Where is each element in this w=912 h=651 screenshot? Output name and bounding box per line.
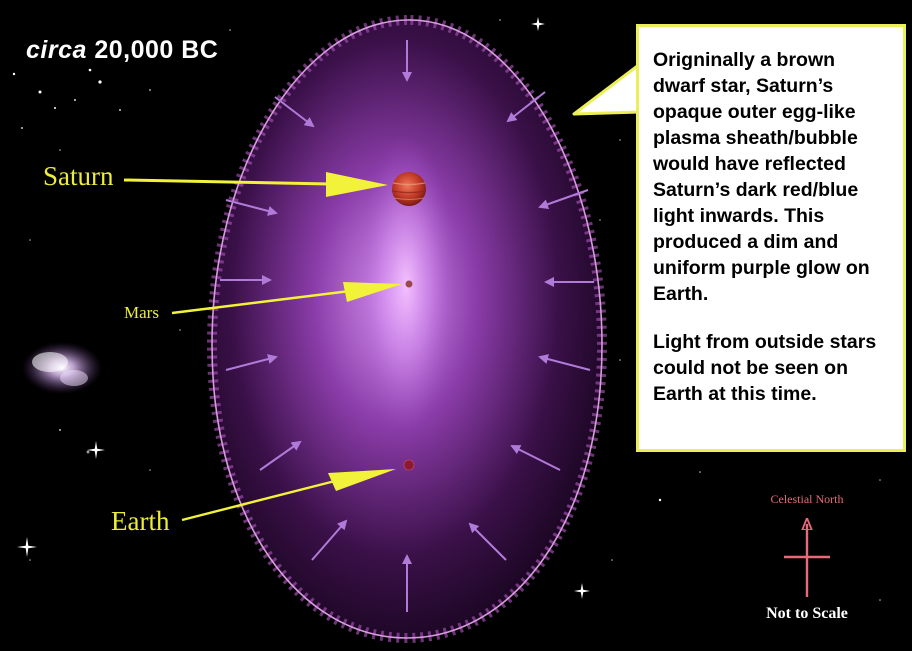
mars-pointer xyxy=(171,282,402,315)
not-to-scale-note: Not to Scale xyxy=(766,605,848,622)
inward-arrow xyxy=(225,354,278,371)
celestial-north-label: Celestial North xyxy=(770,492,844,506)
celestial-north-compass xyxy=(784,524,830,597)
earth-pointer xyxy=(181,469,396,522)
sparkle-star xyxy=(531,17,545,31)
callout-tail xyxy=(572,62,642,116)
inward-arrow xyxy=(225,199,278,216)
inward-arrows xyxy=(220,40,594,612)
inward-arrow xyxy=(510,445,561,471)
mars-label: Mars xyxy=(124,303,159,322)
callout-paragraph-2: Light from outside stars could not be se… xyxy=(653,331,877,405)
sparkle-star xyxy=(87,441,105,459)
starfield xyxy=(12,17,881,601)
nebula xyxy=(22,342,102,394)
page-title: circa 20,000 BC xyxy=(26,36,218,65)
inward-arrow xyxy=(311,519,348,561)
pointer-arrows xyxy=(123,172,402,522)
title-date: 20,000 BC xyxy=(86,36,219,64)
callout-paragraph-1: Origninally a brown dwarf star, Saturn’s… xyxy=(653,49,870,305)
explanation-callout: Origninally a brown dwarf star, Saturn’s… xyxy=(636,24,906,452)
title-italic: circa xyxy=(26,36,87,64)
inward-arrow xyxy=(538,354,591,371)
inward-arrow xyxy=(259,440,302,471)
saturn-planet xyxy=(391,172,427,206)
inward-arrow xyxy=(274,96,315,128)
inward-arrow xyxy=(506,91,546,123)
sparkle-star xyxy=(17,537,37,557)
sparkle-star xyxy=(574,583,590,599)
earth-label: Earth xyxy=(111,506,170,536)
earth-planet xyxy=(403,459,415,471)
inward-arrow xyxy=(468,522,507,561)
inward-arrow xyxy=(538,189,589,210)
mars-planet xyxy=(405,280,413,288)
saturn-label: Saturn xyxy=(43,161,114,191)
saturn-pointer xyxy=(123,172,388,197)
plasma-sheath xyxy=(206,14,608,644)
